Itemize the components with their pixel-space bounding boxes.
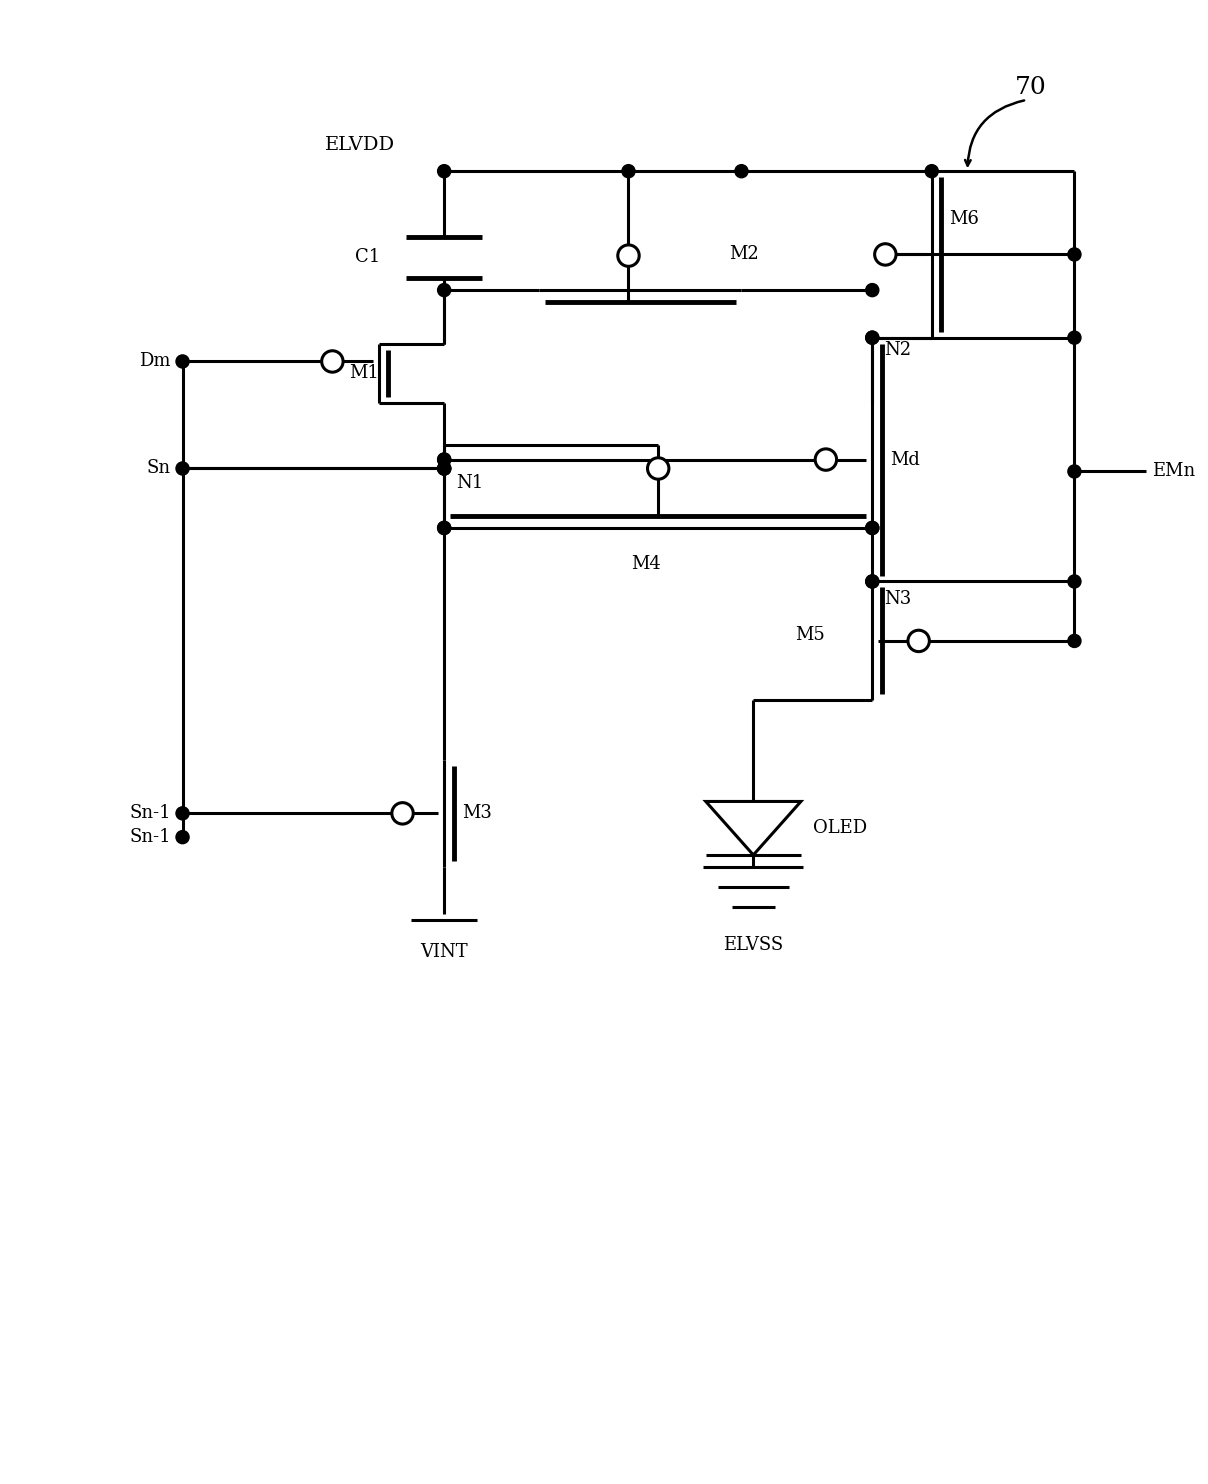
Circle shape	[391, 803, 413, 824]
Text: M1: M1	[349, 365, 379, 383]
Circle shape	[908, 631, 929, 651]
Circle shape	[321, 350, 343, 372]
Text: EMn: EMn	[1151, 463, 1195, 481]
Circle shape	[437, 521, 451, 534]
Text: Sn-1: Sn-1	[129, 804, 170, 822]
Circle shape	[1068, 634, 1081, 647]
Circle shape	[875, 243, 896, 266]
Circle shape	[437, 453, 451, 466]
Text: ELVDD: ELVDD	[325, 137, 395, 154]
Circle shape	[866, 521, 878, 534]
Circle shape	[866, 331, 878, 344]
Circle shape	[437, 462, 451, 475]
Text: OLED: OLED	[813, 819, 867, 837]
Circle shape	[437, 453, 451, 466]
Circle shape	[176, 831, 190, 844]
Text: M4: M4	[632, 555, 661, 573]
Text: M3: M3	[461, 804, 492, 822]
Text: N2: N2	[884, 340, 911, 359]
Circle shape	[866, 574, 878, 588]
Text: N1: N1	[457, 475, 483, 493]
Circle shape	[176, 462, 190, 475]
Circle shape	[437, 283, 451, 297]
Polygon shape	[705, 801, 801, 855]
Text: Sn: Sn	[146, 460, 170, 478]
Text: C1: C1	[355, 248, 381, 267]
Circle shape	[1068, 248, 1081, 261]
Circle shape	[437, 521, 451, 534]
Circle shape	[437, 462, 451, 475]
Circle shape	[176, 807, 190, 819]
Circle shape	[617, 245, 639, 266]
Text: Sn-1: Sn-1	[129, 828, 170, 846]
Circle shape	[1068, 464, 1081, 478]
Text: 70: 70	[1015, 77, 1046, 99]
Circle shape	[866, 574, 878, 588]
Circle shape	[925, 165, 939, 178]
Text: ELVSS: ELVSS	[724, 936, 784, 954]
Text: M2: M2	[730, 245, 760, 264]
Text: M6: M6	[949, 209, 980, 227]
Text: N3: N3	[884, 591, 911, 608]
Circle shape	[1068, 574, 1081, 588]
Circle shape	[734, 165, 748, 178]
Circle shape	[437, 165, 451, 178]
Circle shape	[1068, 331, 1081, 344]
Circle shape	[647, 457, 669, 479]
Text: Dm: Dm	[139, 353, 170, 371]
Text: VINT: VINT	[420, 944, 467, 962]
Circle shape	[437, 462, 451, 475]
Circle shape	[176, 355, 190, 368]
Circle shape	[815, 448, 837, 470]
Circle shape	[866, 331, 878, 344]
Circle shape	[866, 283, 878, 297]
Text: M5: M5	[795, 626, 825, 644]
Text: Md: Md	[890, 451, 920, 469]
Circle shape	[866, 521, 878, 534]
Circle shape	[622, 165, 635, 178]
